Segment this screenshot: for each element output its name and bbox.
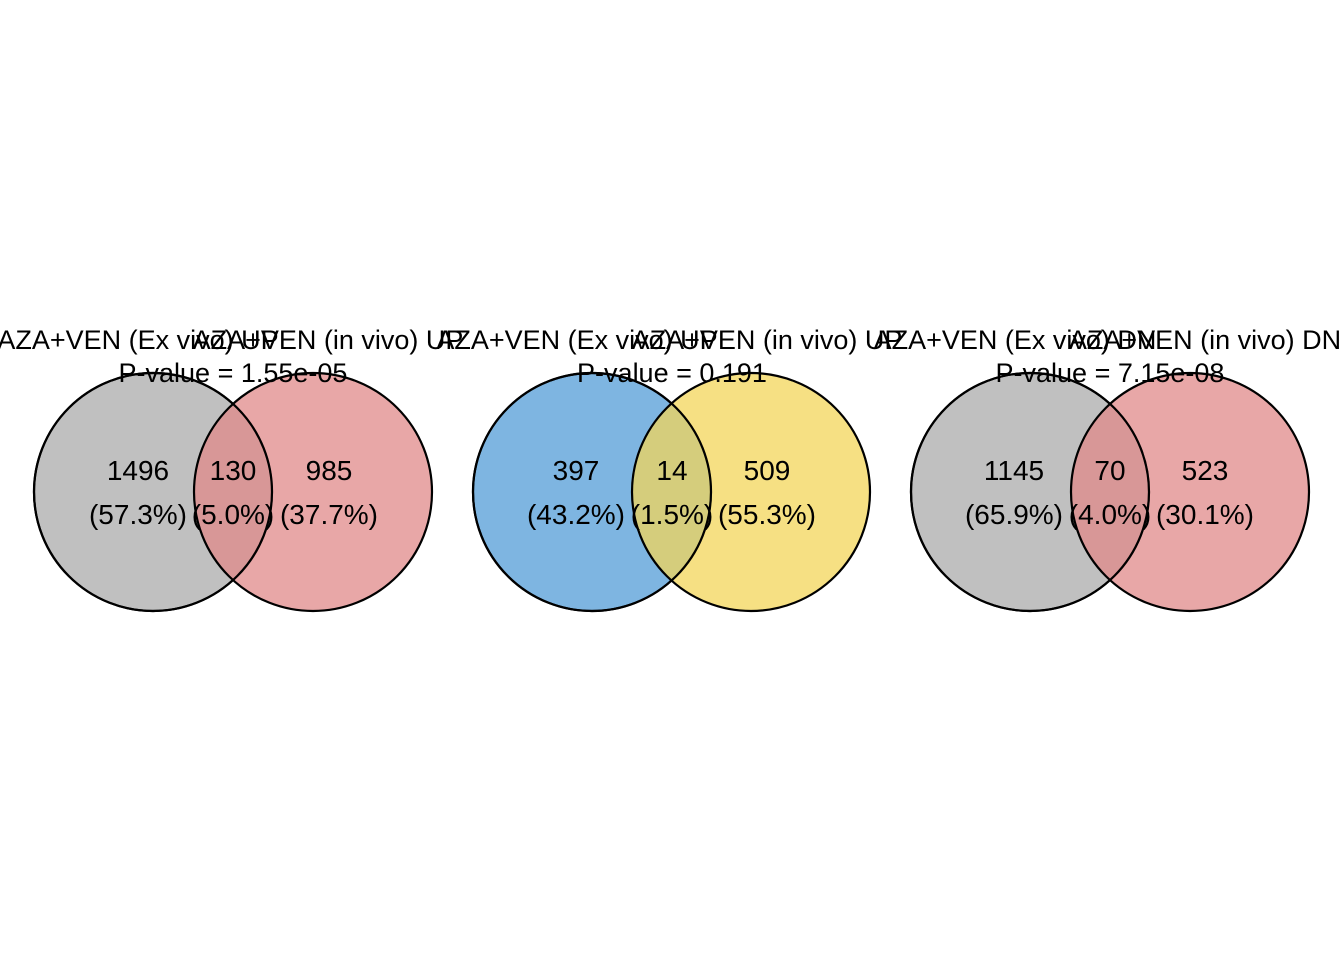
set-b-label: AZA+VEN (in vivo) UP (193, 325, 464, 355)
only-b-percent: (55.3%) (718, 499, 816, 530)
set-a-outline (909, 371, 1151, 613)
overlap-percent: (1.5%) (631, 499, 713, 530)
set-b-circle (630, 371, 872, 613)
only-a-percent: (57.3%) (89, 499, 187, 530)
only-a-percent: (43.2%) (527, 499, 625, 530)
only-b-percent: (37.7%) (280, 499, 378, 530)
only-a-count: 1145 (984, 455, 1044, 486)
set-a-label: AZA+VEN (Ex vivo) UP (0, 325, 279, 355)
set-a-label: AZA+VEN (Ex vivo) UP (436, 325, 717, 355)
pvalue-label: P-value = 7.15e-08 (996, 358, 1225, 388)
overlap-count: 14 (656, 455, 687, 486)
set-a-outline (32, 371, 274, 613)
set-b-circle (1069, 371, 1311, 613)
pvalue-label: P-value = 0.191 (577, 358, 767, 388)
overlap-count: 130 (210, 455, 257, 486)
only-b-count: 523 (1182, 455, 1229, 486)
set-a-label: AZA+VEN (Ex vivo) DN (874, 325, 1157, 355)
set-a-outline (471, 371, 713, 613)
only-a-count: 397 (553, 455, 600, 486)
only-a-count: 1496 (107, 455, 169, 486)
venn-diagram-2: AZA+VEN (Ex vivo) UP AZA+VEN (in vivo) U… (436, 325, 903, 613)
set-b-label: AZA+VEN (in vivo) UP (632, 325, 903, 355)
overlap-percent: (5.0%) (192, 499, 274, 530)
overlap-count: 70 (1094, 455, 1125, 486)
set-b-label: AZA+VEN (in vivo) DN (1069, 325, 1341, 355)
only-b-percent: (30.1%) (1156, 499, 1254, 530)
only-b-count: 509 (744, 455, 791, 486)
venn-diagram-1: AZA+VEN (Ex vivo) UP AZA+VEN (in vivo) U… (0, 325, 464, 613)
overlap-percent: (4.0%) (1069, 499, 1151, 530)
only-a-percent: (65.9%) (965, 499, 1063, 530)
set-b-circle (192, 371, 434, 613)
only-b-count: 985 (306, 455, 353, 486)
venn-diagram-3: AZA+VEN (Ex vivo) DN AZA+VEN (in vivo) D… (874, 325, 1341, 613)
pvalue-label: P-value = 1.55e-05 (119, 358, 348, 388)
